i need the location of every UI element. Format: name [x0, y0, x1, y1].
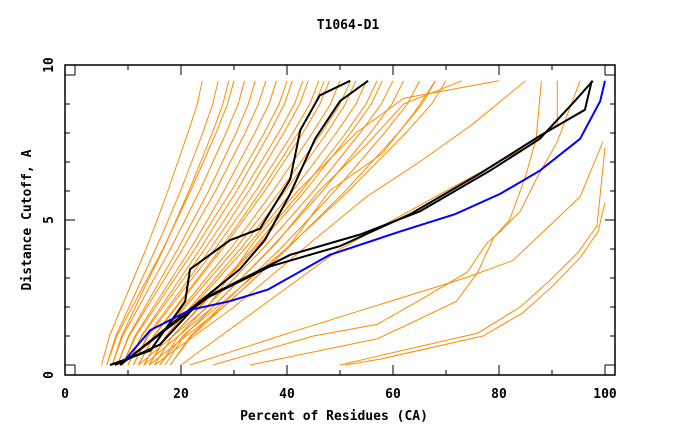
model-line-outlier-0: [189, 141, 604, 366]
model-line-21: [159, 80, 394, 366]
model-line-20: [154, 80, 383, 366]
x-tick-label-100: 100: [593, 387, 617, 402]
highlight-line-3: [119, 80, 594, 366]
y-tick-label-5: 5: [42, 216, 57, 224]
model-line-7: [122, 80, 277, 366]
model-line-outlier-7: [148, 80, 436, 366]
model-line-outlier-2: [249, 80, 542, 366]
model-line-19: [154, 80, 378, 366]
model-line-0: [101, 80, 203, 366]
model-line-24: [169, 80, 436, 366]
model-line-9: [127, 80, 293, 366]
y-axis-label: Distance Cutoff, A: [20, 149, 35, 290]
x-tick-label-80: 80: [491, 387, 507, 402]
y-tick-label-0: 0: [42, 371, 57, 379]
y-tick-label-10: 10: [42, 57, 57, 73]
x-tick-label-20: 20: [173, 387, 189, 402]
model-line-6: [116, 80, 267, 366]
highlight-line-1: [114, 79, 369, 366]
x-axis-label: Percent of Residues (CA): [240, 409, 428, 424]
model-line-12: [132, 80, 320, 366]
model-line-outlier-1: [212, 80, 581, 366]
x-tick-label-60: 60: [385, 387, 401, 402]
model-line-25: [159, 80, 447, 366]
model-line-outlier-3: [345, 202, 606, 366]
x-tick-label-0: 0: [61, 387, 69, 402]
chart-title: T1064-D1: [317, 18, 380, 33]
x-tick-label-40: 40: [279, 387, 295, 402]
series-group: [101, 79, 606, 366]
model-line-10: [127, 80, 304, 366]
model-line-1: [106, 80, 219, 366]
model-line-14: [138, 80, 330, 366]
model-line-8: [122, 80, 288, 366]
best-model-line: [124, 80, 606, 361]
model-line-5: [116, 80, 256, 366]
model-line-22: [164, 80, 405, 366]
model-line-23: [169, 80, 420, 366]
model-line-2: [106, 80, 235, 366]
ticks-group: [65, 65, 615, 375]
model-line-outlier-8: [143, 80, 463, 366]
model-line-4: [111, 80, 246, 366]
model-line-outlier-6: [154, 80, 526, 366]
model-line-3: [111, 80, 230, 366]
model-line-11: [132, 80, 309, 366]
model-line-outlier-4: [339, 147, 606, 366]
